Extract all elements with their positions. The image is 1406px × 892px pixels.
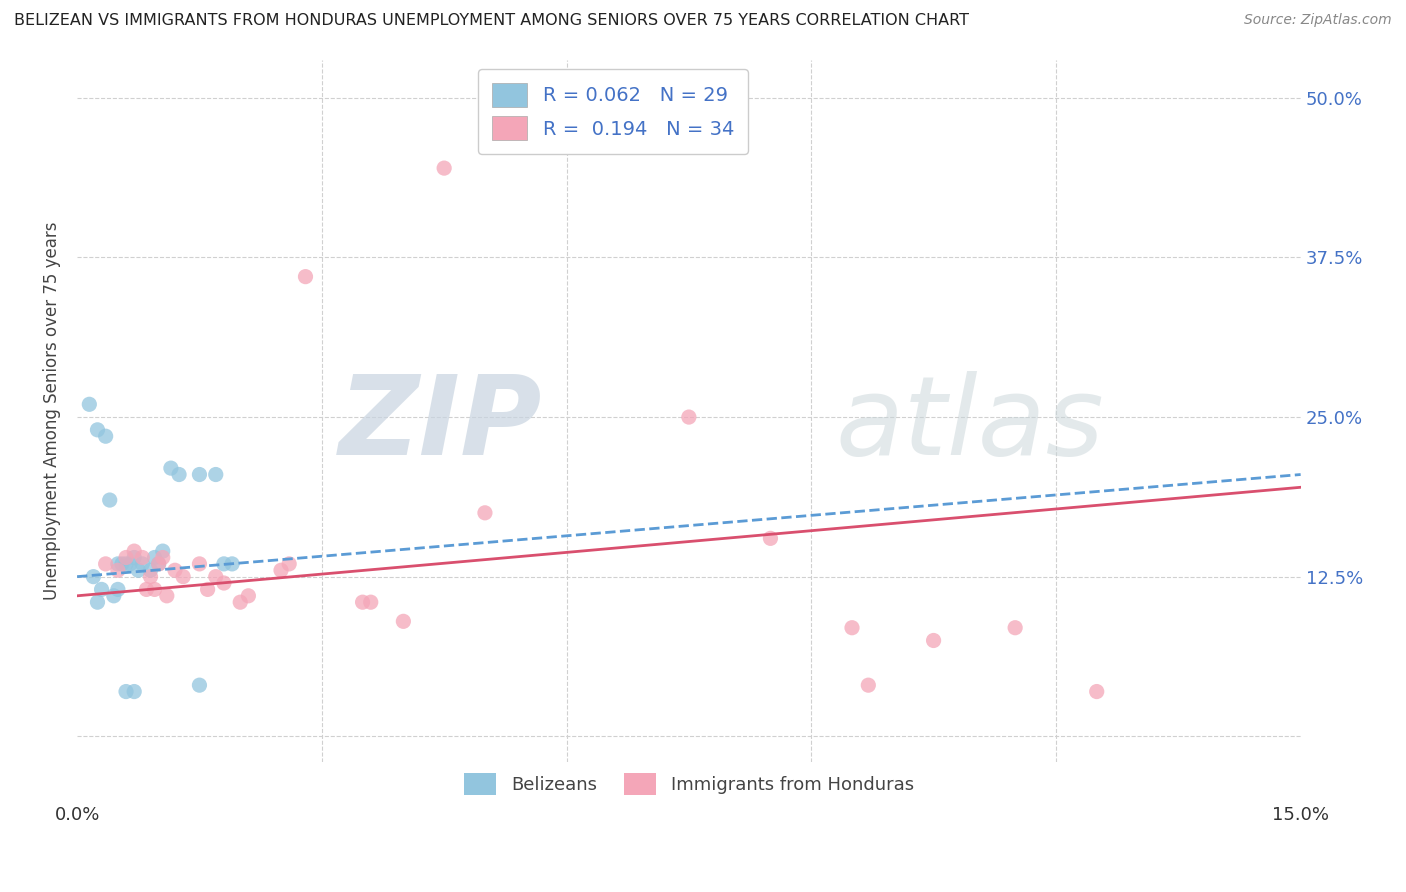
Point (107, 563, 129, 577)
Point (759, 532, 782, 546)
Point (360, 595, 382, 609)
Point (160, 461, 183, 475)
Point (188, 557, 211, 571)
Point (122, 550, 145, 565)
Point (352, 595, 374, 609)
Point (122, 684, 145, 698)
Point (204, 569, 226, 583)
Point (212, 557, 235, 571)
Point (172, 569, 194, 583)
Point (858, 678, 880, 692)
Point (197, 582, 219, 597)
Text: ZIP: ZIP (339, 371, 543, 478)
Legend: Belizeans, Immigrants from Honduras: Belizeans, Immigrants from Honduras (457, 765, 921, 802)
Point (82, 569, 104, 583)
Point (115, 557, 138, 571)
Point (107, 582, 129, 597)
Y-axis label: Unemployment Among Seniors over 75 years: Unemployment Among Seniors over 75 years (44, 221, 60, 600)
Point (127, 563, 149, 577)
Point (139, 563, 162, 577)
Text: atlas: atlas (835, 371, 1104, 478)
Point (107, 557, 129, 571)
Point (115, 684, 138, 698)
Point (212, 576, 235, 591)
Text: Source: ZipAtlas.com: Source: ZipAtlas.com (1244, 13, 1392, 28)
Point (148, 557, 170, 571)
Point (79, 397, 101, 411)
Text: 15.0%: 15.0% (1272, 806, 1329, 824)
Point (86, 595, 108, 609)
Point (188, 467, 211, 482)
Point (94, 429, 117, 443)
Point (221, 557, 243, 571)
Point (392, 615, 415, 629)
Point (270, 563, 292, 577)
Text: 0.0%: 0.0% (55, 806, 100, 824)
Point (120, 557, 142, 571)
Point (1085, 684, 1108, 698)
Point (86, 423, 108, 437)
Point (98, 493, 121, 508)
Point (156, 589, 179, 603)
Point (122, 544, 145, 558)
Point (188, 678, 211, 692)
Point (94, 557, 117, 571)
Point (678, 410, 700, 425)
Point (204, 467, 226, 482)
Point (922, 633, 945, 648)
Point (278, 557, 301, 571)
Point (238, 589, 260, 603)
Point (90, 582, 112, 597)
Point (163, 563, 186, 577)
Point (131, 550, 153, 565)
Point (135, 582, 157, 597)
Point (143, 582, 166, 597)
Point (152, 544, 174, 558)
Point (143, 550, 166, 565)
Point (152, 550, 174, 565)
Point (1004, 621, 1026, 635)
Point (474, 506, 496, 520)
Point (167, 467, 190, 482)
Point (433, 161, 456, 175)
Point (103, 589, 125, 603)
Point (139, 569, 162, 583)
Point (229, 595, 252, 609)
Point (841, 621, 863, 635)
Text: BELIZEAN VS IMMIGRANTS FROM HONDURAS UNEMPLOYMENT AMONG SENIORS OVER 75 YEARS CO: BELIZEAN VS IMMIGRANTS FROM HONDURAS UNE… (14, 13, 969, 29)
Point (148, 557, 170, 571)
Point (131, 557, 153, 571)
Point (294, 269, 316, 284)
Point (111, 557, 134, 571)
Point (115, 550, 138, 565)
